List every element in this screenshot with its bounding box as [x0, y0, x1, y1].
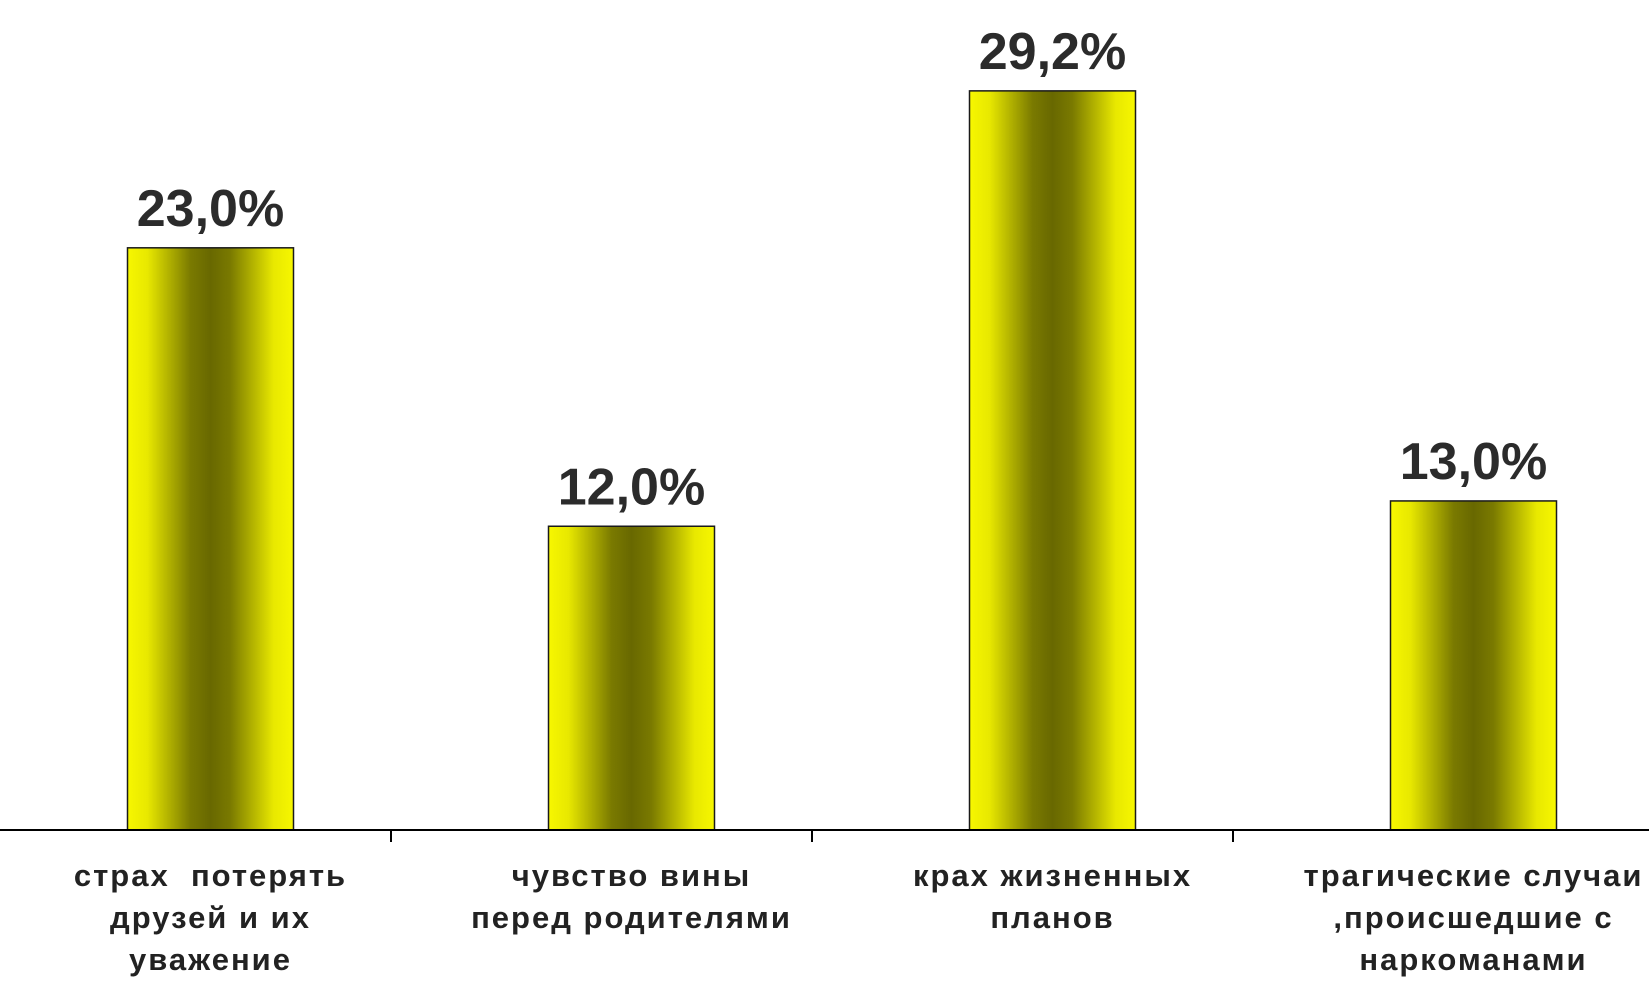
category-label-line: трагические случаи — [1304, 858, 1644, 893]
bar-3 — [968, 90, 1137, 831]
category-label-line: ,происшедшие с — [1333, 900, 1613, 935]
x-axis — [0, 829, 1649, 842]
category-label-1: страх потерять друзей и их уважение — [74, 858, 347, 977]
category-label-4: трагические случаи ,происшедшие с наркоман… — [1304, 858, 1644, 977]
data-label-2: 12,0% — [558, 458, 705, 516]
category-label-line: перед родителями — [471, 900, 792, 935]
category-labels: страх потерять друзей и их уважение чувство… — [74, 858, 1644, 977]
bar-4 — [1389, 500, 1558, 831]
bar-2 — [547, 525, 716, 831]
category-label-line: наркоманами — [1359, 942, 1587, 977]
category-label-line: планов — [990, 900, 1114, 935]
data-labels: 23,0% 12,0% 29,2% 13,0% — [137, 23, 1547, 516]
category-label-3: крах жизненных планов — [913, 858, 1192, 935]
bars-layer — [126, 90, 1558, 831]
data-label-3: 29,2% — [979, 23, 1126, 81]
data-label-1: 23,0% — [137, 180, 284, 238]
category-label-line: уважение — [129, 942, 292, 977]
data-label-4: 13,0% — [1400, 433, 1547, 491]
category-label-line: крах жизненных — [913, 858, 1192, 893]
category-label-line: страх потерять — [74, 858, 347, 893]
category-label-line: друзей и их — [110, 900, 311, 935]
bar-1 — [126, 247, 295, 831]
category-label-line: чувство вины — [512, 858, 751, 893]
category-label-2: чувство вины перед родителями — [471, 858, 792, 935]
